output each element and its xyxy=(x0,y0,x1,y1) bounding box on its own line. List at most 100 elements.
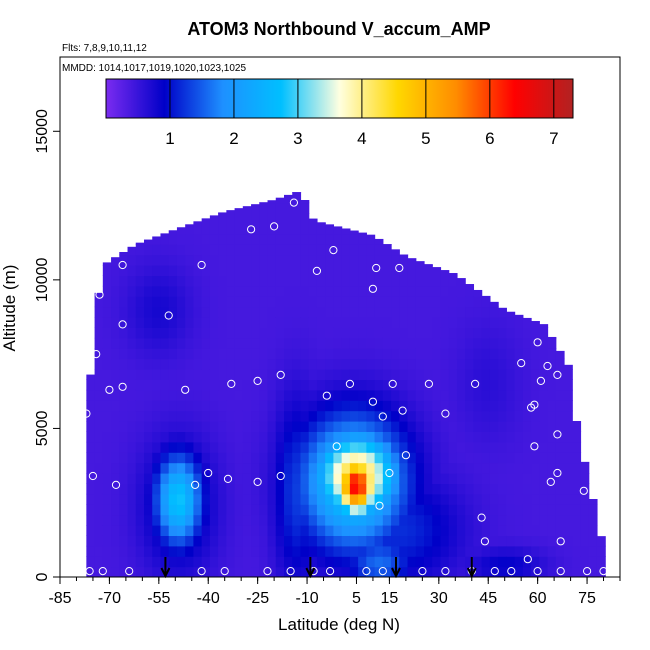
heatmap-cell xyxy=(531,525,540,536)
heatmap-cell xyxy=(424,410,433,422)
heatmap-cell xyxy=(226,483,236,495)
heatmap-cell xyxy=(168,265,178,276)
heatmap-cell xyxy=(506,389,516,401)
heatmap-cell xyxy=(325,441,335,453)
heatmap-cell xyxy=(399,504,409,516)
heatmap-cell xyxy=(218,514,227,526)
heatmap-cell xyxy=(86,556,96,568)
heatmap-cell xyxy=(489,566,499,577)
heatmap-cell xyxy=(465,473,475,484)
heatmap-cell xyxy=(366,337,376,349)
heatmap-cell xyxy=(514,566,524,577)
heatmap-cell xyxy=(209,400,219,412)
heatmap-cell xyxy=(234,545,244,557)
heatmap-cell xyxy=(242,525,252,536)
heatmap-cell xyxy=(185,431,195,443)
heatmap-cell xyxy=(111,462,120,474)
heatmap-cell xyxy=(218,233,227,245)
x-tick-label: -70 xyxy=(98,590,121,607)
heatmap-cell xyxy=(135,504,145,516)
heatmap-cell xyxy=(539,369,549,380)
heatmap-cell xyxy=(506,462,516,474)
heatmap-cell xyxy=(316,493,326,505)
heatmap-cell xyxy=(366,421,376,432)
heatmap-cell xyxy=(234,452,244,464)
heatmap-cell xyxy=(226,462,236,474)
heatmap-cell xyxy=(448,306,458,318)
heatmap-cell xyxy=(316,410,326,422)
heatmap-cell xyxy=(242,452,252,464)
heatmap-cell xyxy=(514,421,524,432)
x-tick-label: -25 xyxy=(246,590,269,607)
heatmap-cell xyxy=(588,504,598,516)
heatmap-cell xyxy=(531,348,540,360)
heatmap-cell xyxy=(349,317,359,328)
heatmap-cell xyxy=(473,289,483,297)
heatmap-cell xyxy=(489,556,499,568)
heatmap-cell xyxy=(127,275,137,287)
heatmap-cell xyxy=(539,337,549,349)
heatmap-cell xyxy=(489,327,499,339)
heatmap-cell xyxy=(531,431,540,443)
heatmap-cell xyxy=(193,473,203,484)
heatmap-cell xyxy=(209,556,219,568)
heatmap-cell xyxy=(481,462,491,474)
heatmap-cell xyxy=(251,441,260,453)
heatmap-cell xyxy=(481,566,491,577)
heatmap-cell xyxy=(481,473,491,484)
heatmap-cell xyxy=(185,224,195,235)
heatmap-cell xyxy=(152,348,162,360)
heatmap-cell xyxy=(102,285,112,297)
heatmap-cell xyxy=(111,504,120,516)
heatmap-cell xyxy=(580,514,590,526)
heatmap-cell xyxy=(267,244,277,256)
heatmap-cell xyxy=(349,327,359,339)
heatmap-cell xyxy=(349,389,359,401)
heatmap-cell xyxy=(539,493,549,505)
heatmap-cell xyxy=(168,230,178,235)
heatmap-cell xyxy=(382,525,392,536)
heatmap-cell xyxy=(259,202,269,214)
heatmap-cell xyxy=(391,545,400,557)
heatmap-cell xyxy=(481,421,491,432)
heatmap-cell xyxy=(168,514,178,526)
heatmap-cell xyxy=(251,285,260,297)
heatmap-cell xyxy=(506,358,516,370)
heatmap-cell xyxy=(111,265,120,276)
heatmap-cell xyxy=(300,202,310,214)
heatmap-cell xyxy=(259,535,269,547)
heatmap-cell xyxy=(259,525,269,536)
heatmap-cell xyxy=(522,441,532,453)
heatmap-cell xyxy=(308,493,318,505)
heatmap-cell xyxy=(522,379,532,391)
heatmap-cell xyxy=(152,317,162,328)
heatmap-cell xyxy=(144,389,153,401)
heatmap-cell xyxy=(127,504,137,516)
heatmap-cell xyxy=(176,379,186,391)
heatmap-cell xyxy=(366,483,376,495)
heatmap-cell xyxy=(102,556,112,568)
heatmap-cell xyxy=(498,431,507,443)
heatmap-cell xyxy=(185,265,195,276)
heatmap-cell xyxy=(226,327,236,339)
heatmap-cell xyxy=(489,348,499,360)
heatmap-cell xyxy=(547,514,557,526)
heatmap-cell xyxy=(94,348,104,360)
heatmap-cell xyxy=(127,296,137,308)
heatmap-cell xyxy=(144,483,153,495)
heatmap-cell xyxy=(366,462,376,474)
heatmap-cell xyxy=(572,545,582,557)
heatmap-cell xyxy=(498,452,507,464)
heatmap-cell xyxy=(300,462,310,474)
heatmap-cell xyxy=(432,337,442,349)
heatmap-cell xyxy=(185,296,195,308)
heatmap-cell xyxy=(539,379,549,391)
heatmap-cell xyxy=(531,337,540,349)
heatmap-cell xyxy=(242,514,252,526)
observation-point xyxy=(559,323,569,332)
heatmap-cell xyxy=(267,545,277,557)
heatmap-cell xyxy=(193,389,203,401)
heatmap-cell xyxy=(498,369,507,380)
heatmap-cell xyxy=(308,421,318,432)
heatmap-cell xyxy=(341,369,351,380)
